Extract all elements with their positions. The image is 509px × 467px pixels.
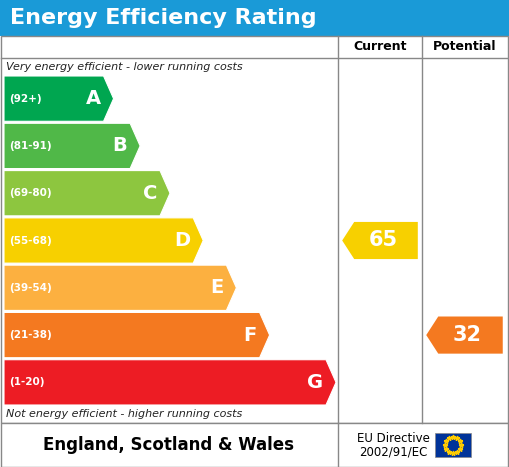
Text: C: C <box>143 184 157 203</box>
Text: (55-68): (55-68) <box>9 235 52 246</box>
Text: (92+): (92+) <box>9 94 42 104</box>
Polygon shape <box>4 123 140 169</box>
Text: EU Directive: EU Directive <box>357 432 430 445</box>
Text: 32: 32 <box>453 325 482 345</box>
Text: G: G <box>307 373 323 392</box>
Polygon shape <box>4 218 203 263</box>
Text: Not energy efficient - higher running costs: Not energy efficient - higher running co… <box>6 409 242 419</box>
Text: E: E <box>210 278 223 297</box>
Text: (81-91): (81-91) <box>9 141 51 151</box>
Text: B: B <box>112 136 127 156</box>
Text: (39-54): (39-54) <box>9 283 52 293</box>
Text: 65: 65 <box>369 231 398 250</box>
Text: Potential: Potential <box>433 41 496 54</box>
Text: (1-20): (1-20) <box>9 377 44 387</box>
Text: England, Scotland & Wales: England, Scotland & Wales <box>43 436 295 454</box>
Text: F: F <box>243 325 257 345</box>
Text: (69-80): (69-80) <box>9 188 51 198</box>
Bar <box>1 36 508 423</box>
Polygon shape <box>4 265 236 311</box>
Text: (21-38): (21-38) <box>9 330 52 340</box>
Polygon shape <box>4 76 114 121</box>
Text: Current: Current <box>353 41 407 54</box>
Polygon shape <box>342 222 418 259</box>
Bar <box>0 0 509 36</box>
Bar <box>1 423 508 467</box>
Polygon shape <box>426 317 503 354</box>
Text: Very energy efficient - lower running costs: Very energy efficient - lower running co… <box>6 62 243 72</box>
Text: A: A <box>86 89 101 108</box>
Polygon shape <box>4 360 336 405</box>
Text: 2002/91/EC: 2002/91/EC <box>359 446 427 459</box>
Bar <box>435 433 471 457</box>
Polygon shape <box>4 312 270 358</box>
Polygon shape <box>4 170 170 216</box>
Text: Energy Efficiency Rating: Energy Efficiency Rating <box>10 8 317 28</box>
Text: D: D <box>174 231 190 250</box>
